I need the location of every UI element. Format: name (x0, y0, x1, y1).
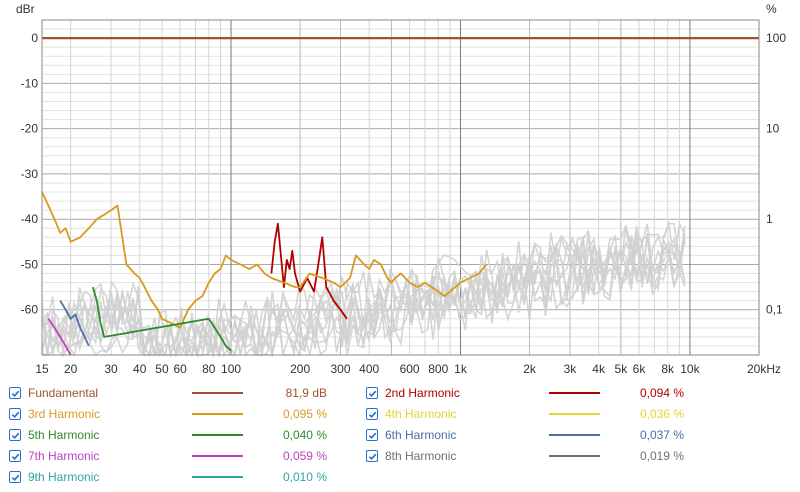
y-left-tick-label: -40 (21, 212, 39, 226)
series-line-7th-harmonic (47, 318, 72, 356)
x-tick-label: 600 (400, 362, 420, 376)
legend-swatch (549, 413, 600, 415)
x-tick-label: 5k (615, 362, 629, 376)
legend-value: 0,019 % (639, 449, 684, 463)
legend-swatch (549, 392, 600, 394)
x-tick-label: 100 (221, 362, 241, 376)
checkmark-icon (11, 474, 19, 481)
legend-checkbox[interactable] (366, 429, 378, 441)
legend-checkbox[interactable] (9, 450, 21, 462)
legend-swatch (192, 455, 243, 457)
checkmark-icon (368, 411, 376, 418)
legend-swatch (192, 434, 243, 436)
legend-item: 7th Harmonic (9, 447, 99, 465)
checkmark-icon (368, 453, 376, 460)
y-right-unit: % (766, 2, 777, 16)
y-left-tick-label: -20 (21, 122, 39, 136)
legend-checkbox[interactable] (9, 471, 21, 483)
x-tick-label: 40 (133, 362, 147, 376)
background-trace (41, 232, 686, 357)
legend-item: 4th Harmonic (366, 405, 456, 423)
x-tick-label: 800 (428, 362, 448, 376)
legend-label: 4th Harmonic (385, 407, 457, 421)
legend-label: 5th Harmonic (28, 428, 100, 442)
legend-swatch (549, 455, 600, 457)
series-line-5th-harmonic (92, 286, 232, 352)
legend-checkbox[interactable] (366, 387, 378, 399)
legend-swatch (549, 434, 600, 436)
series-line-2nd-harmonic (270, 222, 348, 320)
legend-value: 0,037 % (639, 428, 684, 442)
y-right-tick-label: 1 (766, 212, 773, 226)
legend-item: 5th Harmonic (9, 426, 99, 444)
y-right-tick-label: 100 (766, 31, 786, 45)
x-tick-label: 20kHz (747, 362, 781, 376)
x-tick-label: 15 (35, 362, 49, 376)
y-left-tick-label: -30 (21, 167, 39, 181)
checkmark-icon (11, 453, 19, 460)
x-tick-label: 8k (661, 362, 675, 376)
y-left-tick-label: -10 (21, 76, 39, 90)
legend-value: 0,094 % (639, 386, 684, 400)
y-left-tick-label: 0 (31, 31, 38, 45)
legend-label: 9th Harmonic (28, 470, 100, 484)
x-tick-label: 200 (290, 362, 310, 376)
legend-checkbox[interactable] (366, 450, 378, 462)
x-tick-label: 20 (64, 362, 78, 376)
checkmark-icon (368, 390, 376, 397)
y-left-tick-label: -50 (21, 257, 39, 271)
legend-checkbox[interactable] (9, 429, 21, 441)
x-tick-label: 300 (330, 362, 350, 376)
legend-label: 6th Harmonic (385, 428, 457, 442)
legend-item: 9th Harmonic (9, 468, 99, 486)
y-left-tick-label: -60 (21, 303, 39, 317)
x-tick-label: 60 (173, 362, 187, 376)
x-tick-label: 4k (592, 362, 606, 376)
x-tick-label: 6k (633, 362, 647, 376)
background-trace (41, 239, 686, 358)
x-tick-label: 3k (564, 362, 578, 376)
legend-swatch (192, 476, 243, 478)
legend-label: 8th Harmonic (385, 449, 457, 463)
series-line-3rd-harmonic (41, 191, 488, 329)
legend-label: Fundamental (28, 386, 99, 400)
x-tick-label: 30 (104, 362, 118, 376)
x-tick-label: 10k (680, 362, 700, 376)
legend-item: 8th Harmonic (366, 447, 456, 465)
x-tick-label: 50 (155, 362, 169, 376)
y-right-tick-label: 10 (766, 122, 780, 136)
checkmark-icon (11, 411, 19, 418)
legend-value: 81,9 dB (285, 386, 327, 400)
legend-checkbox[interactable] (366, 408, 378, 420)
y-left-unit: dBr (16, 2, 35, 16)
legend-label: 3rd Harmonic (28, 407, 101, 421)
y-right-tick-label: 0,1 (766, 303, 783, 317)
legend-checkbox[interactable] (9, 408, 21, 420)
x-tick-label: 1k (454, 362, 468, 376)
legend-item: 3rd Harmonic (9, 405, 100, 423)
series-line-6th-harmonic (59, 300, 90, 347)
legend-value: 0,095 % (282, 407, 327, 421)
legend-item: Fundamental (9, 384, 98, 402)
legend-label: 7th Harmonic (28, 449, 100, 463)
x-tick-label: 80 (202, 362, 216, 376)
legend-value: 0,059 % (282, 449, 327, 463)
legend-value: 0,040 % (282, 428, 327, 442)
legend-value: 0,010 % (282, 470, 327, 484)
x-tick-label: 400 (359, 362, 379, 376)
checkmark-icon (11, 390, 19, 397)
legend-swatch (192, 392, 243, 394)
x-tick-label: 2k (523, 362, 537, 376)
plot-frame (41, 19, 760, 356)
checkmark-icon (11, 432, 19, 439)
legend-value: 0,036 % (639, 407, 684, 421)
legend-item: 6th Harmonic (366, 426, 456, 444)
legend-checkbox[interactable] (9, 387, 21, 399)
legend-swatch (192, 413, 243, 415)
legend-item: 2nd Harmonic (366, 384, 460, 402)
checkmark-icon (368, 432, 376, 439)
legend-label: 2nd Harmonic (385, 386, 460, 400)
